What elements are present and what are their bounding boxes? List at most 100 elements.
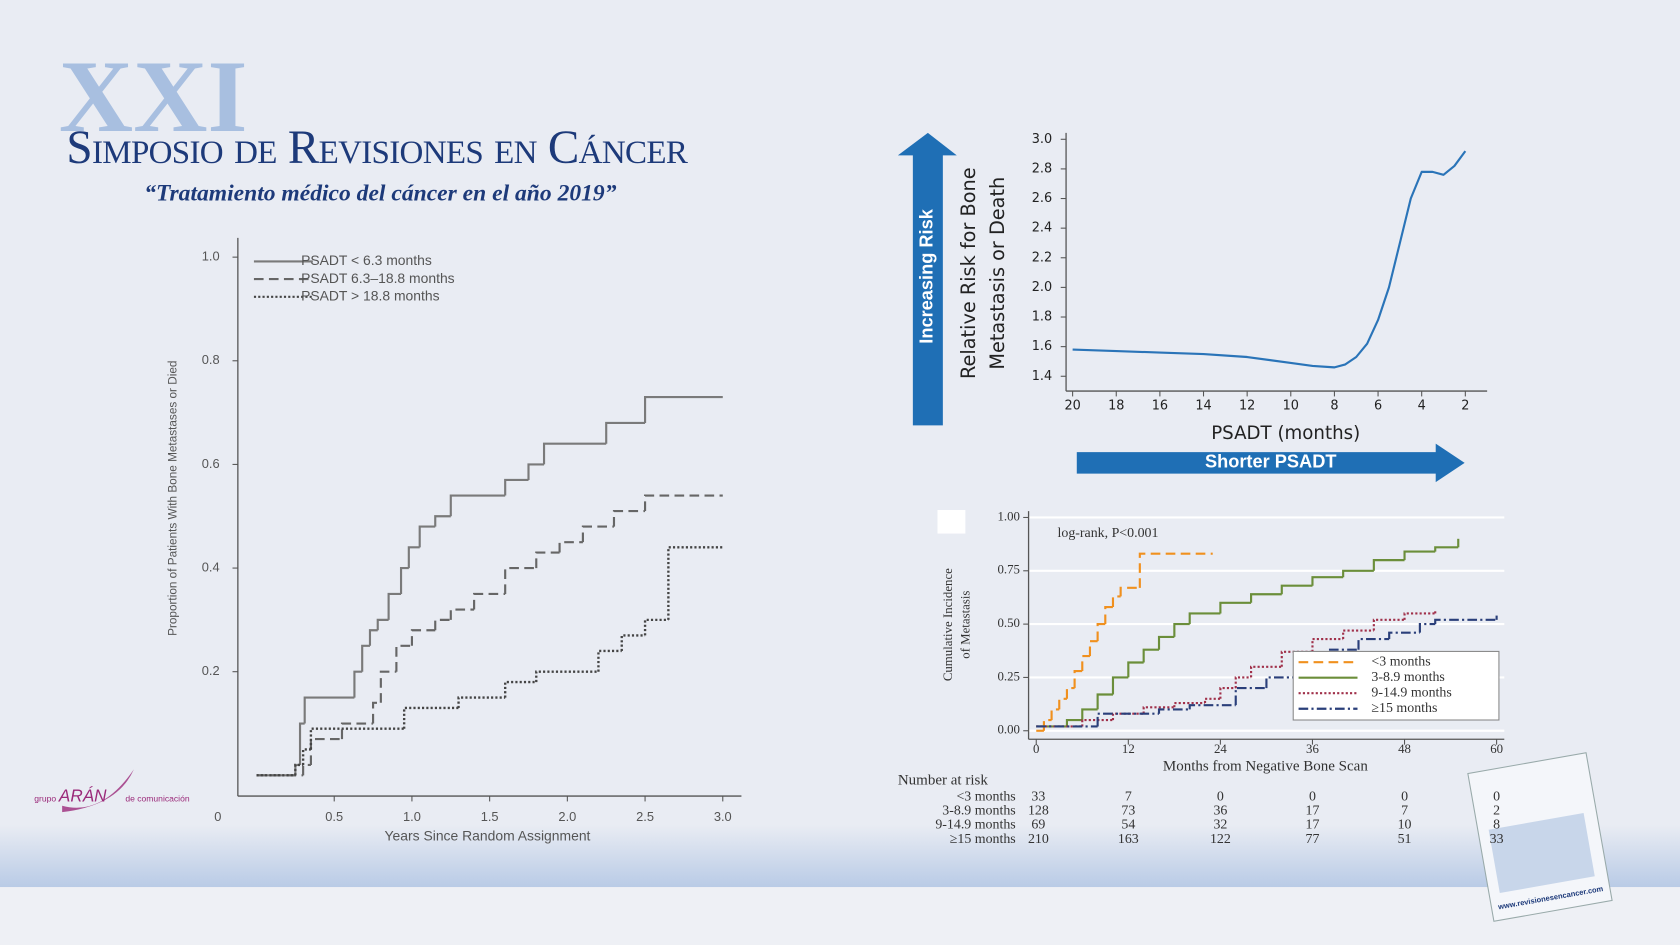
x-tick-label: 14 bbox=[1195, 399, 1211, 414]
step-segment bbox=[1219, 687, 1236, 699]
y-tick-label: 3.0 bbox=[1032, 132, 1052, 147]
step-segment bbox=[294, 763, 304, 776]
legend-label: <3 months bbox=[1371, 654, 1430, 669]
risk-row-label: <3 months bbox=[956, 789, 1015, 804]
step-segment bbox=[1434, 618, 1497, 625]
step-segment bbox=[581, 525, 614, 543]
step-segment bbox=[387, 592, 402, 620]
y-tick-label: 0.6 bbox=[202, 456, 220, 471]
step-segment bbox=[1250, 593, 1282, 603]
step-segment bbox=[1111, 595, 1121, 608]
step-segment bbox=[309, 737, 342, 765]
risk-value: 163 bbox=[1118, 832, 1139, 847]
y-tick-label: 0.4 bbox=[202, 559, 220, 574]
step-segment bbox=[1142, 648, 1160, 663]
step-segment bbox=[535, 551, 560, 569]
step-segment bbox=[1311, 576, 1344, 586]
risk-value: 51 bbox=[1398, 832, 1412, 847]
risk-value: 128 bbox=[1028, 803, 1049, 818]
step-segment bbox=[1157, 708, 1190, 714]
x-tick-label: 6 bbox=[1374, 399, 1382, 414]
step-segment bbox=[1418, 623, 1436, 633]
step-segment bbox=[1073, 669, 1083, 689]
legend-label: PSADT > 18.8 months bbox=[301, 287, 440, 303]
step-segment bbox=[1065, 687, 1075, 699]
step-segment bbox=[407, 546, 420, 569]
step-segment bbox=[473, 592, 506, 610]
bottom-band bbox=[0, 825, 1680, 888]
risk-table-title: Number at risk bbox=[898, 773, 988, 789]
y-axis-label: of Metastasis bbox=[958, 591, 972, 659]
step-segment bbox=[399, 566, 409, 594]
step-segment bbox=[372, 701, 381, 724]
step-segment bbox=[1081, 708, 1098, 721]
risk-value: 73 bbox=[1121, 803, 1135, 818]
step-segment bbox=[301, 748, 311, 765]
legend-box bbox=[1292, 650, 1500, 721]
step-segment bbox=[1138, 552, 1213, 588]
step-segment bbox=[449, 494, 506, 517]
x-tick-label: 2.5 bbox=[636, 809, 654, 824]
step-segment bbox=[558, 541, 583, 553]
legend-label: PSADT 6.3–18.8 months bbox=[301, 270, 455, 286]
step-segment bbox=[309, 727, 405, 750]
step-segment bbox=[504, 478, 529, 496]
step-segment bbox=[1081, 655, 1090, 672]
risk-row-label: 3-8.9 months bbox=[942, 803, 1015, 818]
risk-value: 36 bbox=[1213, 803, 1227, 818]
risk-value: 32 bbox=[1213, 818, 1227, 833]
step-segment bbox=[1096, 693, 1113, 710]
step-segment bbox=[1250, 665, 1282, 678]
step-segment bbox=[527, 463, 545, 480]
x-axis-label: Months from Negative Bone Scan bbox=[1163, 759, 1368, 775]
step-segment bbox=[1065, 719, 1083, 727]
step-segment bbox=[457, 696, 506, 708]
step-segment bbox=[643, 494, 723, 512]
step-segment bbox=[612, 509, 646, 527]
step-segment bbox=[1203, 697, 1221, 704]
x-tick-label: 3.0 bbox=[714, 809, 732, 824]
step-segment bbox=[1219, 601, 1252, 614]
logo-suffix: de comunicación bbox=[125, 794, 189, 804]
step-segment bbox=[379, 670, 397, 703]
step-segment bbox=[1050, 708, 1060, 721]
step-segment bbox=[368, 629, 378, 646]
risk-value: 17 bbox=[1306, 818, 1320, 833]
step-segment bbox=[1342, 569, 1374, 578]
risk-row-label: 9-14.9 months bbox=[935, 818, 1015, 833]
x-axis-label: PSADT (months) bbox=[1211, 423, 1360, 444]
blank-box bbox=[937, 510, 966, 534]
step-segment bbox=[361, 644, 370, 672]
legend-label: ≥15 months bbox=[1371, 701, 1437, 716]
step-segment bbox=[597, 649, 622, 672]
step-segment bbox=[1388, 631, 1420, 640]
step-segment bbox=[340, 722, 374, 740]
risk-value: 7 bbox=[1401, 803, 1408, 818]
y-axis-label: Metastasis or Death bbox=[986, 177, 1009, 370]
step-segment bbox=[643, 395, 723, 423]
step-segment bbox=[1372, 559, 1405, 571]
x-tick-label: 12 bbox=[1122, 742, 1135, 756]
annotation: log-rank, P<0.001 bbox=[1058, 526, 1159, 541]
y-tick-label: 2.8 bbox=[1032, 161, 1052, 176]
risk-value: 54 bbox=[1121, 818, 1135, 833]
x-tick-label: 10 bbox=[1283, 399, 1299, 414]
brochure-image bbox=[1488, 812, 1595, 894]
y-axis-label: Cumulative Incidence bbox=[941, 568, 955, 681]
x-tick-label: 1.5 bbox=[481, 809, 499, 824]
step-segment bbox=[620, 634, 646, 651]
risk-value: 0 bbox=[1401, 789, 1408, 804]
step-segment bbox=[1188, 612, 1221, 625]
x-tick-label: 24 bbox=[1214, 742, 1227, 756]
x-tick-label: 60 bbox=[1490, 742, 1503, 756]
legend-label: PSADT < 6.3 months bbox=[301, 252, 432, 268]
y-tick-label: 1.6 bbox=[1032, 339, 1052, 354]
step-segment bbox=[1119, 586, 1140, 597]
step-segment bbox=[1096, 712, 1160, 727]
step-segment bbox=[542, 442, 607, 465]
legend-label: 9-14.9 months bbox=[1371, 685, 1451, 700]
psadt-arrow bbox=[1076, 443, 1465, 483]
step-segment bbox=[1058, 697, 1067, 710]
risk-value: 2 bbox=[1493, 803, 1500, 818]
